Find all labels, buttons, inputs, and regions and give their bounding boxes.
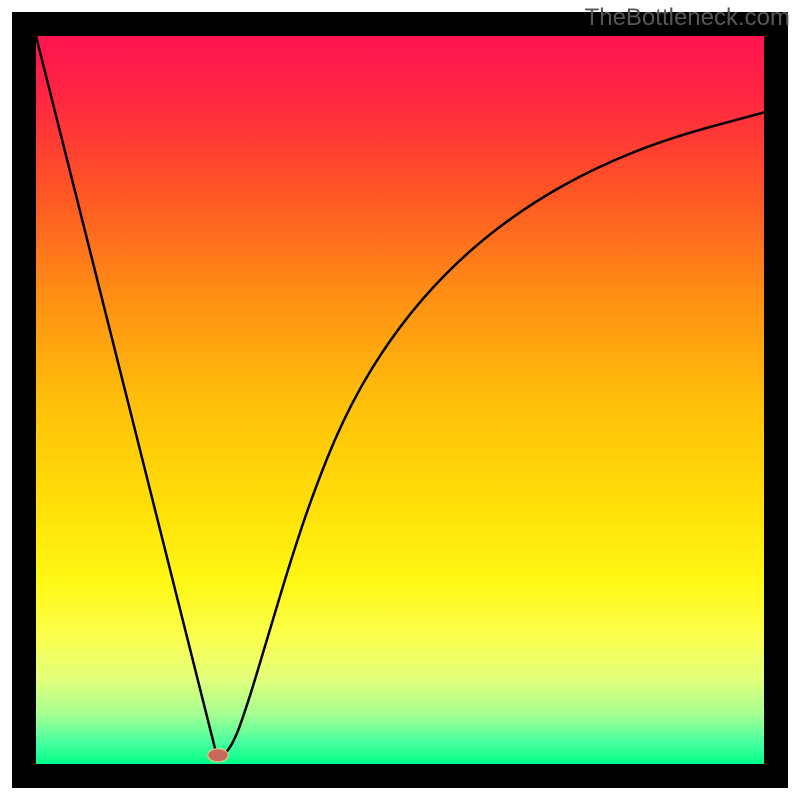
plot-area [36, 36, 764, 764]
watermark-text: TheBottleneck.com [585, 4, 790, 32]
minimum-marker [208, 749, 228, 762]
chart-container: TheBottleneck.com [0, 0, 800, 800]
bottleneck-chart [0, 0, 800, 800]
